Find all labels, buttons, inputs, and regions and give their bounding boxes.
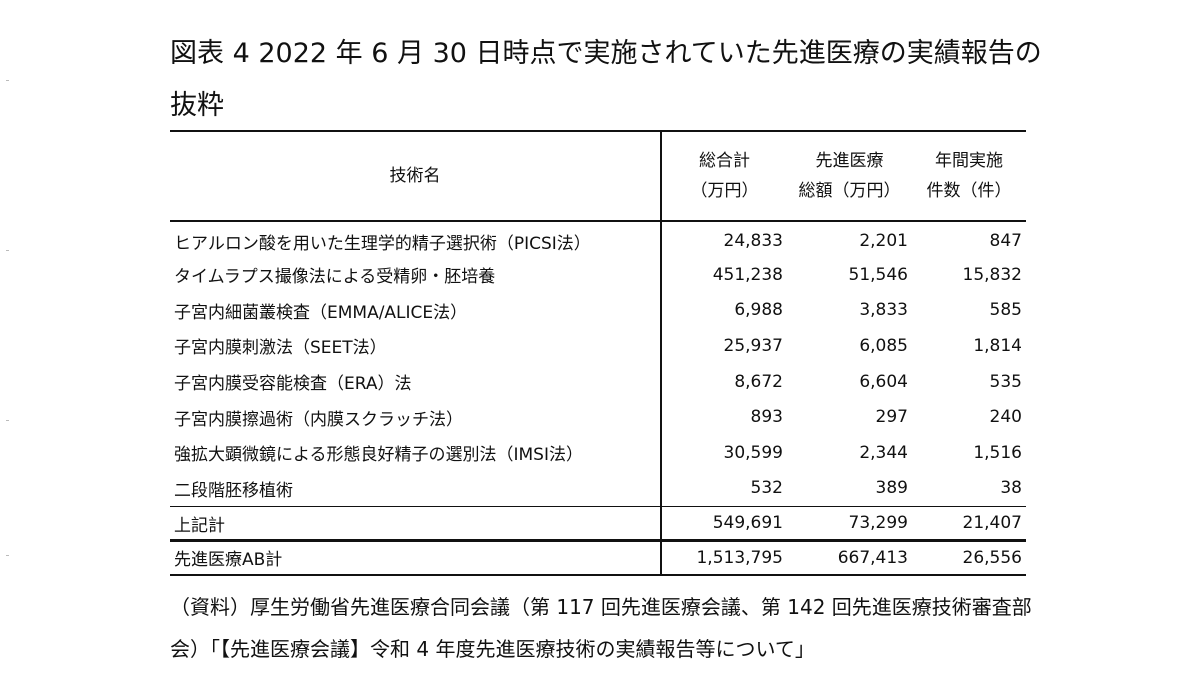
row-annual-cases: 535: [989, 371, 1022, 392]
table-body: ヒアルロン酸を用いた生理学的精子選択術（PICSI法） 24,833 2,201…: [170, 221, 1026, 507]
subtotal-label: 上記計: [170, 506, 662, 541]
row-technology-name: ヒアルロン酸を用いた生理学的精子選択術（PICSI法）: [170, 221, 662, 257]
table-row: 子宮内膜刺激法（SEET法） 25,937 6,085 1,814: [170, 328, 1026, 364]
row-annual-cases: 15,832: [962, 264, 1022, 285]
row-annual-cases: 585: [989, 300, 1022, 321]
subtotal-row: 上記計 549,691 73,299 21,407: [170, 506, 1026, 541]
grand-total-section: 先進医療AB計 1,513,795 667,413 26,556: [170, 540, 1026, 575]
row-technology-name: 強拡大顕微鏡による形態良好精子の選別法（IMSI法）: [170, 435, 662, 471]
row-advanced-total: 297: [875, 407, 908, 428]
table-row: 強拡大顕微鏡による形態良好精子の選別法（IMSI法） 30,599 2,344 …: [170, 435, 1026, 471]
row-annual-cases: 847: [989, 231, 1022, 252]
header-advanced-total: 先進医療 総額（万円）: [787, 131, 912, 221]
row-annual-cases: 240: [989, 407, 1022, 428]
header-advanced-line2: 総額（万円）: [798, 181, 901, 201]
header-cases-line2: 件数（件）: [926, 181, 1012, 201]
subtotal-section: 上記計 549,691 73,299 21,407: [170, 506, 1026, 541]
header-total-line1: 総合計: [699, 151, 750, 171]
scan-mark: [6, 420, 9, 421]
row-total: 6,988: [734, 300, 783, 321]
row-advanced-total: 2,201: [859, 231, 908, 252]
scan-mark: [6, 555, 9, 556]
header-annual-cases: 年間実施 件数（件）: [912, 131, 1026, 221]
scan-mark: [6, 250, 9, 251]
table-row: タイムラプス撮像法による受精卵・胚培養 451,238 51,546 15,83…: [170, 256, 1026, 293]
row-annual-cases: 1,814: [973, 335, 1022, 356]
row-technology-name: 子宮内細菌叢検査（EMMA/ALICE法）: [170, 292, 662, 329]
row-technology-name: 子宮内膜擦過術（内膜スクラッチ法）: [170, 399, 662, 436]
row-total: 24,833: [723, 231, 783, 252]
row-technology-name: 子宮内膜刺激法（SEET法）: [170, 328, 662, 364]
grand-total-row: 先進医療AB計 1,513,795 667,413 26,556: [170, 540, 1026, 575]
row-total: 30,599: [723, 442, 783, 463]
table-row: 二段階胚移植術 532 389 38: [170, 470, 1026, 507]
table-row: ヒアルロン酸を用いた生理学的精子選択術（PICSI法） 24,833 2,201…: [170, 221, 1026, 257]
grand-total-advanced-total: 667,413: [837, 547, 908, 568]
subtotal-advanced-total: 73,299: [848, 513, 908, 533]
header-total-line2: （万円）: [690, 181, 759, 201]
header-advanced-line1: 先進医療: [815, 151, 884, 171]
row-advanced-total: 389: [875, 478, 908, 499]
header-cases-line1: 年間実施: [935, 151, 1003, 171]
table-row: 子宮内細菌叢検査（EMMA/ALICE法） 6,988 3,833 585: [170, 292, 1026, 329]
scan-mark: [6, 80, 9, 81]
table-header: 技術名 総合計 （万円） 先進医療 総額（万円） 年間実施 件数（件）: [170, 131, 1026, 221]
header-row: 技術名 総合計 （万円） 先進医療 総額（万円） 年間実施 件数（件）: [170, 131, 1026, 221]
row-advanced-total: 51,546: [848, 264, 908, 285]
row-technology-name: 二段階胚移植術: [170, 470, 662, 507]
row-total: 8,672: [734, 371, 783, 392]
row-technology-name: タイムラプス撮像法による受精卵・胚培養: [170, 256, 662, 293]
row-total: 893: [750, 407, 783, 428]
row-advanced-total: 3,833: [859, 300, 908, 321]
row-advanced-total: 6,604: [859, 371, 908, 392]
subtotal-total: 549,691: [712, 513, 783, 533]
grand-total-label: 先進医療AB計: [170, 540, 662, 575]
header-technology-name: 技術名: [170, 131, 662, 221]
figure-title: 図表 4 2022 年 6 月 30 日時点で実施されていた先進医療の実績報告の…: [170, 38, 1042, 121]
row-advanced-total: 6,085: [859, 335, 908, 356]
row-advanced-total: 2,344: [859, 442, 908, 463]
results-table: 技術名 総合計 （万円） 先進医療 総額（万円） 年間実施 件数（件） ヒアルロ…: [170, 130, 1026, 576]
source-note: （資料）厚生労働省先進医療合同会議（第 117 回先進医療会議、第 142 回先…: [170, 595, 1032, 661]
row-total: 25,937: [723, 335, 783, 356]
grand-total-annual-cases: 26,556: [962, 547, 1022, 568]
row-annual-cases: 1,516: [973, 442, 1022, 463]
row-technology-name: 子宮内膜受容能検査（ERA）法: [170, 363, 662, 400]
row-total: 532: [750, 478, 783, 499]
row-total: 451,238: [712, 264, 783, 285]
row-annual-cases: 38: [1000, 478, 1022, 499]
table-row: 子宮内膜擦過術（内膜スクラッチ法） 893 297 240: [170, 399, 1026, 436]
subtotal-annual-cases: 21,407: [962, 513, 1022, 533]
table-row: 子宮内膜受容能検査（ERA）法 8,672 6,604 535: [170, 363, 1026, 400]
header-total: 総合計 （万円）: [661, 131, 787, 221]
grand-total-total: 1,513,795: [696, 547, 783, 568]
